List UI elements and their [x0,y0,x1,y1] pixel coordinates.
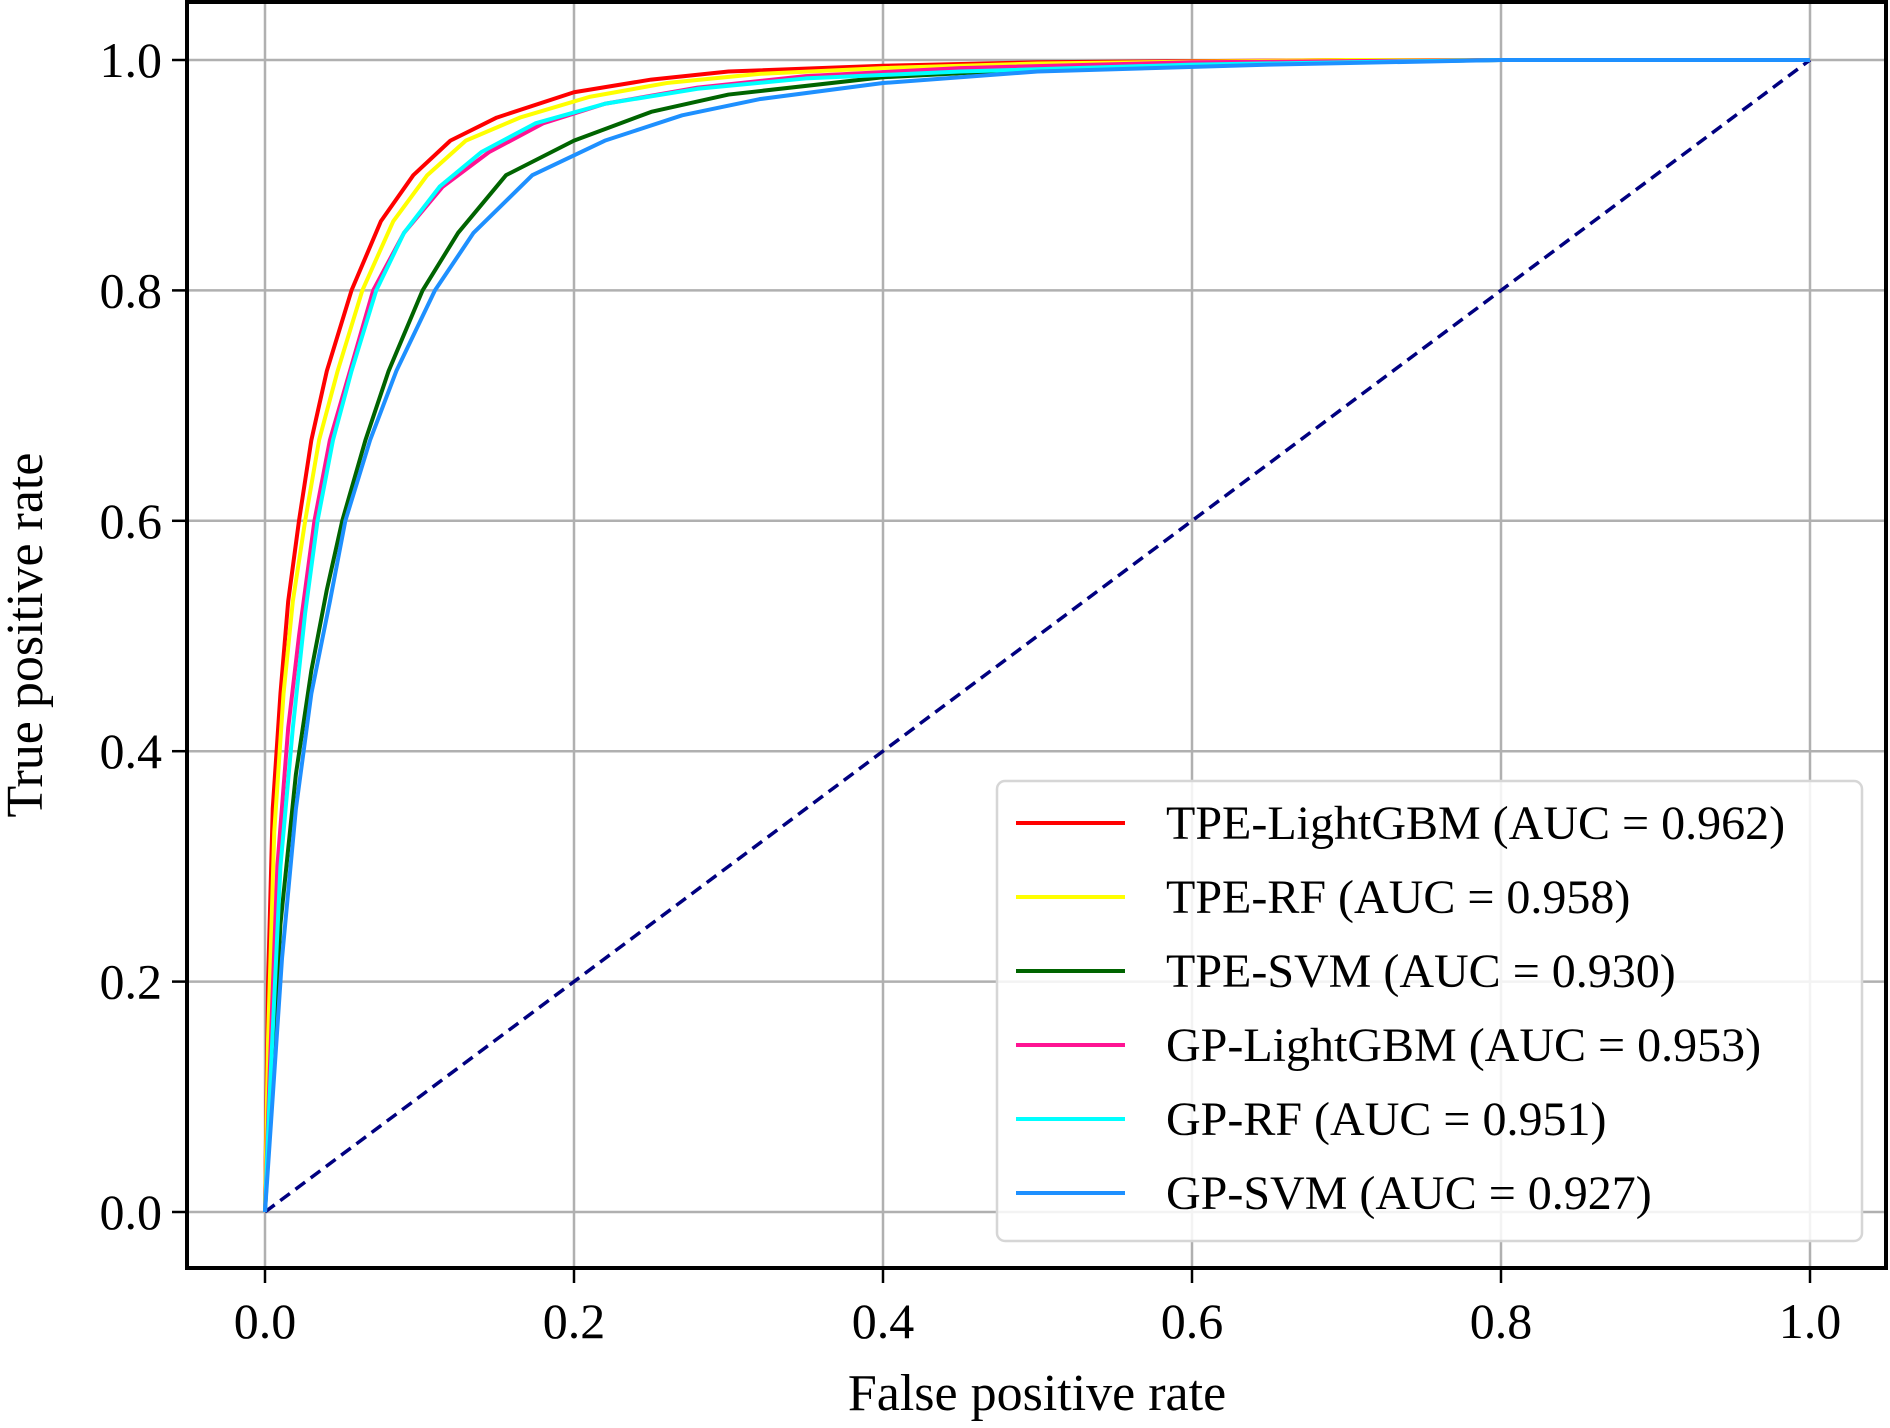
y-tick-label: 1.0 [100,32,163,88]
x-tick-label: 0.8 [1470,1293,1533,1349]
legend-label: GP-SVM (AUC = 0.927) [1166,1167,1652,1220]
legend-label: TPE-RF (AUC = 0.958) [1166,871,1630,924]
y-axis-label: True positive rate [0,453,54,818]
x-tick-label: 0.4 [852,1293,915,1349]
axes-frame [185,0,1888,1270]
x-tick-label: 0.6 [1161,1293,1224,1349]
roc-curve-5 [263,58,1810,1213]
ticks: 0.0 0.2 0.4 0.6 0.8 1.0 0.0 0.2 0.4 0.6 0.8 1.0 [100,32,1842,1349]
roc-curve-0 [263,58,1810,1213]
y-tick-label: 0.8 [100,262,163,318]
legend-label: TPE-SVM (AUC = 0.930) [1166,945,1676,998]
x-axis-label: False positive rate [848,1365,1226,1422]
grid [187,2,1886,1268]
x-tick-label: 1.0 [1779,1293,1842,1349]
chance-diagonal [263,58,1812,1214]
legend-label: GP-RF (AUC = 0.951) [1166,1093,1606,1146]
legend-label: TPE-LightGBM (AUC = 0.962) [1166,797,1785,850]
roc-curve-4 [263,58,1810,1213]
y-tick-label: 0.4 [100,723,163,779]
x-tick-label: 0.2 [543,1293,606,1349]
legend: TPE-LightGBM (AUC = 0.962) TPE-RF (AUC = … [995,779,1864,1243]
diagonal-line [263,58,1812,1214]
roc-curves [263,58,1810,1213]
x-tick-label: 0.0 [234,1293,297,1349]
legend-box [995,779,1864,1243]
y-tick-label: 0.6 [100,493,163,549]
y-tick-label: 0.0 [100,1184,163,1240]
roc-curve-1 [263,58,1810,1213]
legend-label: GP-LightGBM (AUC = 0.953) [1166,1019,1761,1072]
y-tick-label: 0.2 [100,954,163,1010]
